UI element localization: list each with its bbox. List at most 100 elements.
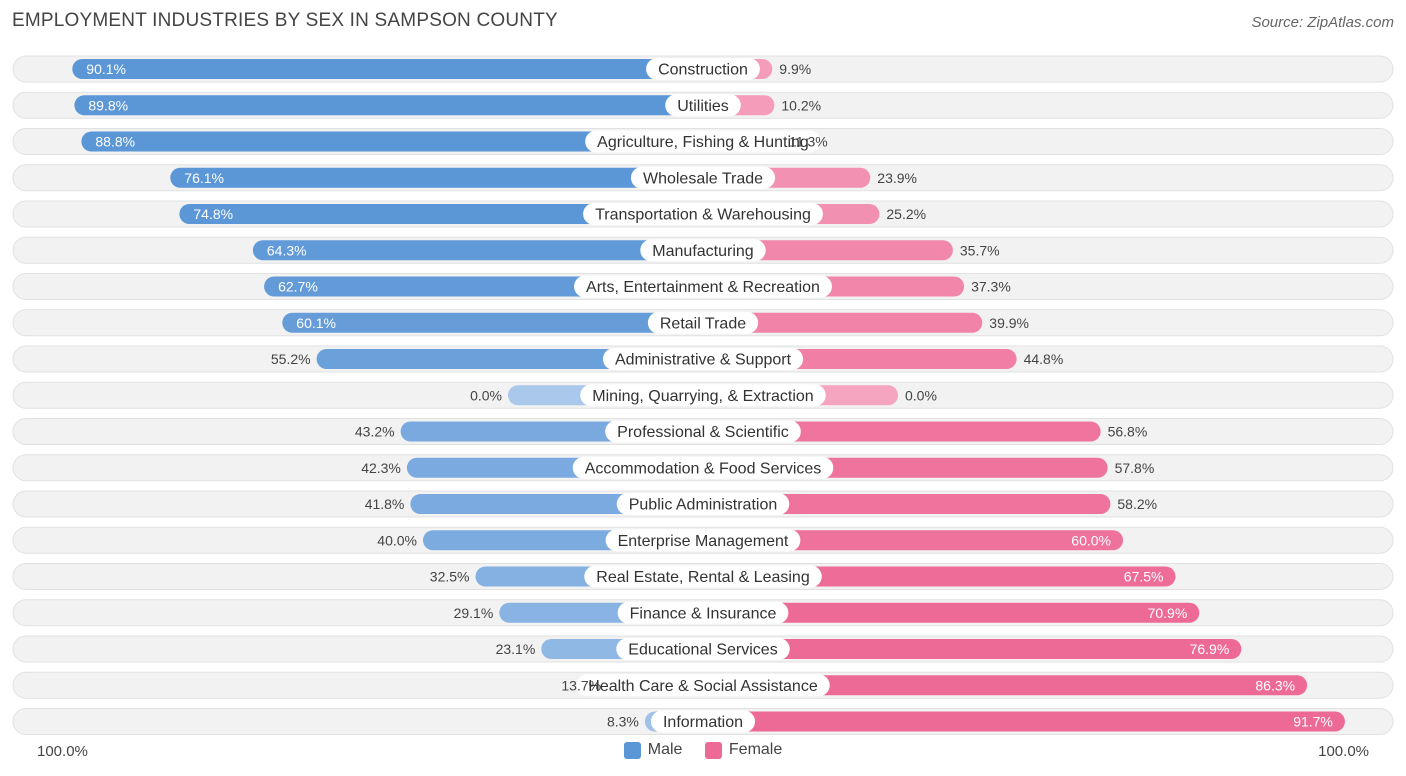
bar-female — [703, 312, 983, 333]
category-label-pill — [583, 203, 823, 225]
female-value-label: 57.8% — [1115, 460, 1155, 476]
category-label: Educational Services — [628, 642, 777, 659]
category-label-pill — [574, 275, 832, 298]
bar-male — [74, 95, 703, 116]
female-value-label: 23.9% — [877, 170, 917, 186]
category-label-pill — [616, 493, 790, 515]
category-label-pill — [665, 94, 741, 117]
male-value-label: 76.1% — [184, 170, 224, 186]
male-value-label: 74.8% — [193, 206, 233, 222]
bar-male — [72, 59, 704, 79]
category-label-pill — [616, 638, 790, 660]
male-value-label: 29.1% — [454, 605, 494, 621]
bar-female — [703, 639, 1242, 659]
bar-male — [252, 240, 703, 261]
category-label-pill — [605, 529, 801, 552]
male-value-label: 41.8% — [365, 496, 405, 512]
category-label: Retail Trade — [660, 315, 746, 332]
category-label-pill — [647, 311, 759, 334]
male-value-label: 13.7% — [561, 677, 601, 693]
category-label: Real Estate, Rental & Leasing — [596, 569, 809, 586]
female-value-label: 86.3% — [1255, 677, 1295, 693]
category-label-pill — [640, 239, 766, 262]
category-label-pill — [584, 565, 822, 588]
female-value-label: 58.2% — [1117, 496, 1157, 512]
female-value-label: 44.8% — [1024, 351, 1064, 367]
page-title: EMPLOYMENT INDUSTRIES BY SEX IN SAMPSON … — [12, 10, 558, 31]
legend-label-female: Female — [728, 741, 783, 758]
category-label-pill — [630, 166, 776, 189]
category-label: Arts, Entertainment & Recreation — [586, 279, 820, 296]
male-value-label: 32.5% — [430, 569, 470, 585]
male-value-label: 43.2% — [355, 424, 395, 440]
legend: Male Female — [0, 741, 1406, 764]
male-value-label: 0.0% — [470, 387, 502, 403]
female-value-label: 25.2% — [886, 206, 926, 222]
category-label: Transportation & Warehousing — [595, 207, 811, 224]
bar-female — [703, 240, 953, 261]
bar-female — [703, 711, 1345, 732]
female-value-label: 0.0% — [905, 387, 937, 403]
male-value-label: 64.3% — [267, 242, 307, 258]
female-value-label: 91.7% — [1293, 714, 1333, 730]
category-label: Construction — [658, 62, 748, 79]
bar-male — [282, 312, 703, 333]
axis-right-label: 100.0% — [1318, 743, 1369, 760]
female-value-label: 60.0% — [1071, 532, 1111, 548]
male-value-label: 55.2% — [271, 351, 311, 367]
category-label-pill — [646, 58, 760, 80]
category-label-pill — [602, 348, 804, 370]
male-value-label: 88.8% — [95, 134, 135, 150]
category-label: Mining, Quarrying, & Extraction — [592, 388, 813, 405]
category-label-pill — [585, 130, 821, 153]
category-label-pill — [617, 601, 789, 624]
bar-female — [703, 530, 1123, 551]
category-label: Wholesale Trade — [643, 170, 763, 187]
legend-swatch-male — [623, 741, 641, 759]
female-value-label: 37.3% — [971, 279, 1011, 295]
female-value-label: 11.3% — [789, 134, 828, 150]
legend-item-female: Female — [704, 741, 783, 759]
bar-female — [703, 421, 1101, 442]
female-value-label: 70.9% — [1148, 605, 1188, 621]
female-value-label: 76.9% — [1190, 641, 1230, 657]
male-value-label: 42.3% — [361, 460, 401, 476]
category-label-pill — [580, 384, 826, 407]
bar-female — [703, 566, 1176, 587]
category-label: Manufacturing — [652, 243, 753, 260]
source-credit: Source: ZipAtlas.com — [1251, 14, 1394, 31]
female-value-label: 67.5% — [1124, 569, 1164, 585]
legend-item-male: Male — [623, 741, 682, 759]
female-value-label: 56.8% — [1108, 424, 1148, 440]
bar-male — [179, 204, 703, 224]
category-label-pill — [650, 710, 756, 733]
female-value-label: 35.7% — [960, 242, 1000, 258]
bar-female — [703, 675, 1308, 696]
category-label-pill — [605, 420, 801, 443]
male-value-label: 90.1% — [86, 61, 126, 77]
male-value-label: 40.0% — [377, 532, 417, 548]
male-value-label: 89.8% — [88, 97, 128, 113]
female-value-label: 9.9% — [779, 61, 811, 77]
bar-female — [703, 494, 1111, 514]
male-value-label: 62.7% — [278, 279, 318, 295]
category-label: Professional & Scientific — [617, 424, 789, 441]
male-value-label: 8.3% — [607, 714, 639, 730]
category-label: Agriculture, Fishing & Hunting — [597, 134, 809, 151]
category-label: Information — [663, 714, 743, 731]
category-label: Enterprise Management — [618, 533, 789, 550]
bar-male — [81, 131, 703, 152]
legend-swatch-female — [704, 741, 722, 759]
male-value-label: 60.1% — [296, 315, 336, 331]
female-value-label: 39.9% — [989, 315, 1029, 331]
category-label: Health Care & Social Assistance — [588, 678, 818, 695]
bar-female — [703, 602, 1200, 623]
male-value-label: 23.1% — [496, 641, 536, 657]
category-label: Finance & Insurance — [630, 605, 777, 622]
female-value-label: 10.2% — [781, 97, 821, 113]
category-label: Public Administration — [629, 497, 778, 514]
category-label: Utilities — [677, 98, 729, 115]
category-label-pill — [576, 674, 830, 697]
category-label-pill — [572, 456, 834, 479]
